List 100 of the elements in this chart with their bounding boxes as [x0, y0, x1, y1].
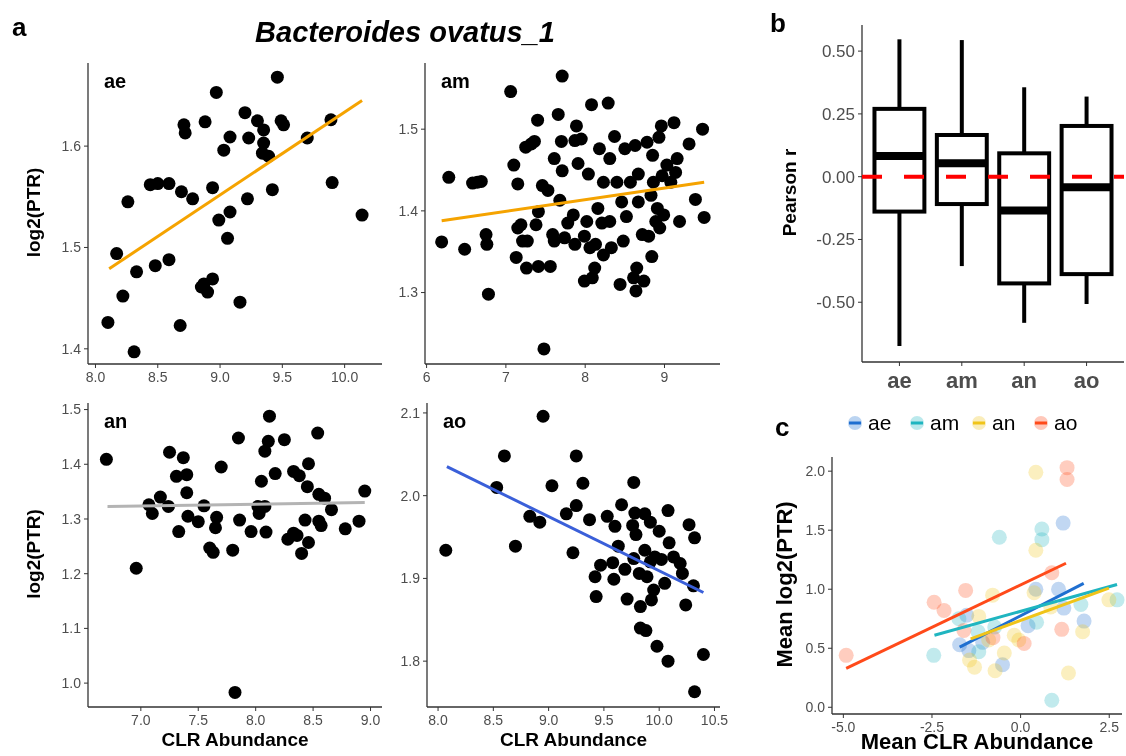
point [302, 536, 315, 550]
point [608, 519, 622, 533]
point [214, 460, 228, 474]
y-tick-label: 1.1 [61, 620, 82, 637]
chart-title: Bacteroides ovatus_1 [255, 16, 555, 48]
point [277, 433, 291, 447]
point [588, 570, 602, 584]
point [191, 515, 205, 529]
x-tick-label: 0.0 [1010, 719, 1031, 735]
point [99, 452, 113, 466]
x-tick-label: 6 [422, 369, 431, 385]
x-tick-label: 7.5 [188, 712, 209, 728]
point [679, 598, 693, 612]
point [688, 531, 702, 545]
point [254, 474, 268, 488]
point [238, 106, 252, 120]
y-tick-label: 0.0 [805, 699, 826, 716]
point [174, 185, 188, 199]
point [576, 476, 590, 490]
x-tick-label: 2.5 [1099, 719, 1120, 735]
point [163, 445, 177, 459]
x-tick-label: 9.5 [594, 712, 614, 728]
point [652, 524, 666, 538]
point [643, 515, 657, 529]
text: a [12, 12, 27, 42]
point [658, 576, 672, 590]
x-tick-label: ao [1073, 368, 1100, 393]
point [838, 647, 854, 663]
x-tick-label: 10.5 [700, 712, 729, 728]
point [206, 181, 220, 195]
point [292, 469, 306, 483]
point [206, 272, 220, 286]
point [523, 509, 537, 523]
point [508, 539, 522, 553]
y-tick-label: 1.5 [61, 239, 82, 256]
point [277, 118, 291, 132]
y-tick-label: 1.8 [400, 653, 421, 670]
y-axis-title: Pearson r [779, 148, 800, 237]
point [569, 449, 583, 463]
point [240, 192, 254, 206]
point [639, 624, 653, 638]
point [566, 546, 580, 560]
point [971, 644, 987, 660]
point [355, 208, 369, 222]
point [987, 663, 1003, 679]
point [1016, 636, 1032, 652]
point [210, 510, 224, 524]
point [1055, 515, 1071, 531]
point [1028, 464, 1044, 480]
point [633, 600, 647, 614]
annotation: ae [104, 70, 127, 92]
point [121, 195, 135, 209]
point [153, 490, 167, 504]
point [338, 522, 352, 536]
point [217, 143, 231, 157]
point [661, 504, 675, 518]
legend-label: ao [1054, 411, 1078, 435]
point [967, 659, 983, 675]
y-tick-label: 1.2 [61, 565, 82, 582]
point [1029, 614, 1045, 630]
x-tick-label: 8.5 [483, 712, 504, 728]
point [261, 434, 275, 448]
point [221, 231, 235, 245]
point [223, 205, 237, 219]
x-tick-label: 8.5 [148, 369, 168, 385]
point [257, 123, 271, 137]
point [647, 583, 661, 597]
y-tick-label: 1.5 [398, 121, 419, 138]
x-tick-label: 8 [581, 369, 590, 385]
point [926, 647, 942, 663]
point [1075, 624, 1091, 640]
point [654, 552, 668, 566]
point [173, 319, 187, 333]
y-tick-label: 2.0 [805, 463, 826, 480]
point [186, 192, 200, 206]
point [295, 546, 309, 560]
point [162, 253, 176, 267]
point [958, 582, 974, 598]
point [325, 176, 339, 190]
point [311, 426, 325, 440]
point [583, 513, 597, 527]
x-tick-label: -5.0 [831, 719, 856, 735]
x-tick-label: 7 [501, 369, 510, 385]
point [618, 562, 632, 576]
x-tick-label: am [945, 368, 978, 393]
point [1044, 692, 1060, 708]
point [130, 265, 144, 279]
point [129, 561, 143, 575]
annotation: ao [443, 410, 467, 432]
point [620, 592, 634, 606]
point [250, 114, 264, 128]
point [991, 529, 1007, 545]
point [696, 648, 710, 662]
point [298, 513, 312, 527]
point [615, 498, 629, 512]
x-tick-label: ae [887, 368, 912, 393]
x-tick-label: 8.0 [245, 712, 266, 728]
point [198, 115, 212, 129]
point [1060, 665, 1076, 681]
text: b [770, 8, 786, 38]
